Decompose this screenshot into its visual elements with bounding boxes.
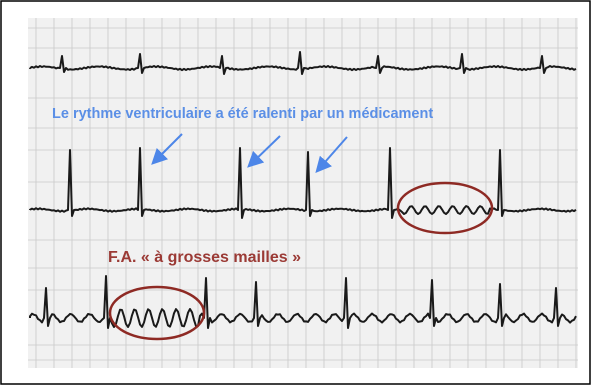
af-label: F.A. « à grosses mailles » — [108, 249, 301, 266]
slide: Le rythme ventriculaire a été ralenti pa… — [0, 0, 592, 386]
rate-note: Le rythme ventriculaire a été ralenti pa… — [52, 106, 433, 122]
page: Le rythme ventriculaire a été ralenti pa… — [0, 0, 592, 386]
